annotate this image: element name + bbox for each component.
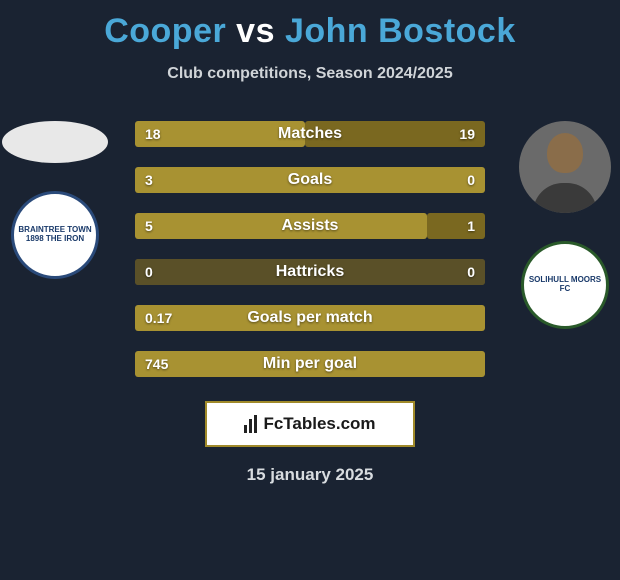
stat-label: Min per goal (263, 355, 357, 373)
player2-photo (519, 121, 611, 213)
stat-bar: 745 Min per goal (135, 351, 485, 377)
player2-column: SOLIHULL MOORS FC (510, 121, 620, 329)
stat-value-left: 18 (145, 126, 161, 142)
stat-bars-container: 18 19 Matches 3 0 Goals 5 1 Assists 0 0 Hattricks 0.… (135, 121, 485, 377)
attribution-box: FcTables.com (205, 401, 415, 447)
stat-value-left: 0.17 (145, 310, 172, 326)
player1-photo (2, 121, 108, 163)
stat-bar: 0.17 Goals per match (135, 305, 485, 331)
stat-label: Assists (282, 217, 339, 235)
infographic-date: 15 january 2025 (0, 465, 620, 485)
main-comparison-area: BRAINTREE TOWN 1898 THE IRON SOLIHULL MO… (0, 121, 620, 377)
player2-club-text: SOLIHULL MOORS FC (524, 276, 606, 294)
player2-club-badge: SOLIHULL MOORS FC (521, 241, 609, 329)
chart-icon (244, 415, 257, 433)
player1-club-text: BRAINTREE TOWN 1898 THE IRON (14, 226, 96, 244)
stat-bar: 5 1 Assists (135, 213, 485, 239)
stat-value-right: 0 (467, 264, 475, 280)
stat-bar: 18 19 Matches (135, 121, 485, 147)
vs-text: vs (236, 12, 275, 50)
player1-club-badge: BRAINTREE TOWN 1898 THE IRON (11, 191, 99, 279)
stat-value-left: 745 (145, 356, 168, 372)
stat-bar: 0 0 Hattricks (135, 259, 485, 285)
stat-value-left: 5 (145, 218, 153, 234)
player1-name: Cooper (104, 12, 226, 50)
stat-bar: 3 0 Goals (135, 167, 485, 193)
stat-value-right: 1 (467, 218, 475, 234)
stat-value-right: 0 (467, 172, 475, 188)
stat-label: Goals (288, 171, 332, 189)
comparison-title: Cooper vs John Bostock (0, 0, 620, 51)
stat-label: Hattricks (276, 263, 344, 281)
stat-label: Matches (278, 125, 342, 143)
stat-value-left: 0 (145, 264, 153, 280)
stat-value-right: 19 (459, 126, 475, 142)
player2-name: John Bostock (285, 12, 516, 50)
stat-fill-right (427, 213, 485, 239)
subtitle: Club competitions, Season 2024/2025 (0, 65, 620, 83)
stat-value-left: 3 (145, 172, 153, 188)
attribution-text: FcTables.com (263, 414, 375, 434)
player1-column: BRAINTREE TOWN 1898 THE IRON (0, 121, 110, 279)
stat-label: Goals per match (247, 309, 372, 327)
